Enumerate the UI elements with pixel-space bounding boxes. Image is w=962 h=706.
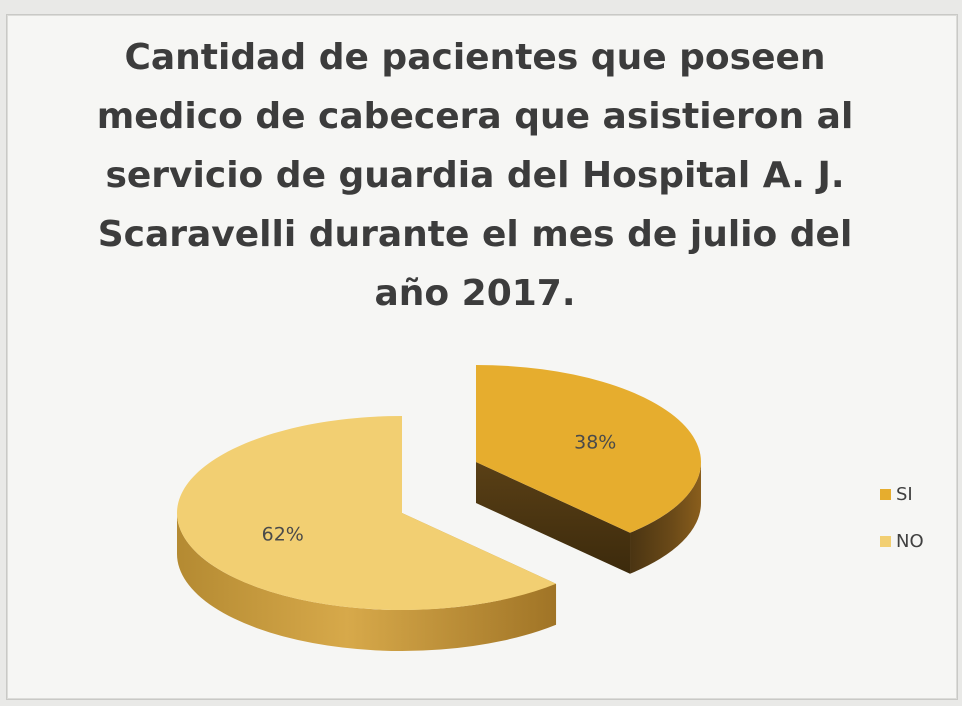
slice-no-side: [177, 513, 557, 651]
data-label-no: 62%: [262, 523, 304, 545]
slice-si-top: [476, 365, 701, 533]
chart-title: Cantidad de pacientes que poseen medico …: [96, 37, 854, 314]
legend-label-no: NO: [896, 531, 924, 552]
legend-item-si: SI: [880, 484, 913, 505]
data-label-si: 38%: [574, 432, 616, 454]
slice-si-wall-1: [476, 462, 631, 574]
slice-si-side: [630, 462, 701, 574]
legend-label-si: SI: [896, 484, 913, 505]
slice-no-top: [177, 416, 557, 610]
legend-swatch-si: [880, 489, 891, 500]
legend-swatch-no: [880, 536, 891, 547]
legend-item-no: NO: [880, 531, 924, 552]
